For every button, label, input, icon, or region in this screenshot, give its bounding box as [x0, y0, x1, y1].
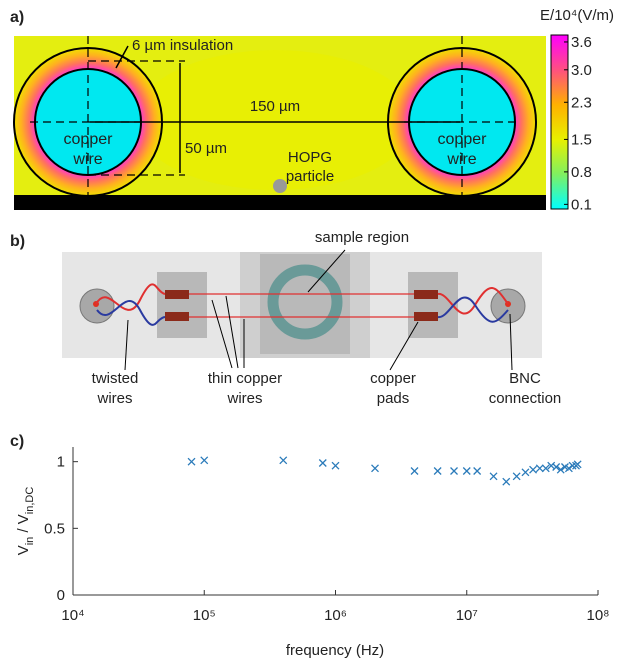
- annotation: 50 µm: [185, 140, 227, 157]
- data-point: [512, 472, 521, 481]
- colorbar-tick-label: 1.5: [571, 131, 592, 148]
- annotation: wire: [72, 151, 102, 168]
- data-point: [371, 464, 379, 473]
- annotation: wire: [446, 151, 476, 168]
- data-point: [331, 461, 340, 470]
- data-point: [556, 465, 565, 474]
- annotation: BNC: [509, 370, 541, 387]
- x-tick-label: 10⁷: [456, 607, 478, 624]
- data-point: [187, 457, 196, 466]
- panel-c: c) frequency (Hz) Vin / Vin,DC: [10, 433, 598, 659]
- annotation: wires: [96, 390, 132, 407]
- y-tick-label: 1: [57, 454, 65, 471]
- panel-label: c): [10, 433, 24, 450]
- annotation: pads: [377, 390, 410, 407]
- annotation: copper: [370, 370, 416, 387]
- annotation: copper: [438, 131, 488, 148]
- data-point: [564, 464, 573, 473]
- data-point: [535, 464, 544, 473]
- data-point: [489, 472, 498, 481]
- annotation: twisted: [92, 370, 139, 387]
- colorbar-tick-label: 0.8: [571, 164, 592, 181]
- data-point: [552, 463, 561, 471]
- x-axis-label: frequency (Hz): [286, 642, 384, 659]
- data-point: [433, 467, 442, 475]
- colorbar-tick-label: 3.6: [571, 34, 592, 51]
- data-point: [318, 459, 327, 467]
- x-tick-label: 10⁶: [324, 607, 347, 624]
- panel-label: a): [10, 9, 24, 26]
- annotation: connection: [489, 390, 562, 407]
- colorbar-title: E/10⁴(V/m): [540, 7, 614, 24]
- annotation: particle: [286, 168, 334, 185]
- annotation: copper: [64, 131, 114, 148]
- data-point: [450, 467, 458, 475]
- colorbar: [550, 34, 569, 210]
- y-axis-label: Vin / Vin,DC: [15, 487, 36, 556]
- hopg-substrate: [14, 195, 546, 210]
- data-point: [410, 467, 419, 475]
- data-point: [473, 467, 482, 475]
- colorbar-tick-label: 2.3: [571, 94, 592, 111]
- data-point: [568, 461, 577, 470]
- annotation: thin copper: [208, 370, 282, 387]
- data-point: [521, 468, 530, 477]
- colorbar-tick-label: 3.0: [571, 62, 592, 79]
- x-tick-label: 10⁵: [193, 607, 216, 624]
- data-point: [462, 467, 471, 475]
- y-tick-label: 0.5: [44, 520, 65, 537]
- y-tick-label: 0: [57, 587, 65, 604]
- data-point: [529, 465, 538, 474]
- data-point: [573, 460, 582, 469]
- annotation: 6 µm insulation: [132, 37, 233, 54]
- hopg-particle: [273, 179, 287, 193]
- panel-label: b): [10, 233, 25, 250]
- sample-ring: [267, 264, 343, 340]
- x-tick-label: 10⁸: [586, 607, 609, 624]
- annotation: 150 µm: [250, 98, 300, 115]
- x-tick-label: 10⁴: [61, 607, 84, 624]
- panel-b: b) sample region twisted wires thin copp…: [10, 229, 561, 407]
- annotation: wires: [226, 390, 262, 407]
- annotation: sample region: [315, 229, 409, 246]
- data-point: [541, 464, 550, 473]
- data-point: [547, 461, 556, 470]
- panel-a: a) 6 µm insulation 150 µm 50 µm copper w…: [10, 7, 614, 210]
- data-point: [200, 456, 209, 465]
- colorbar-tick-label: 0.1: [571, 196, 592, 213]
- annotation: HOPG: [288, 149, 332, 166]
- data-point: [502, 477, 511, 486]
- data-point: [279, 456, 288, 465]
